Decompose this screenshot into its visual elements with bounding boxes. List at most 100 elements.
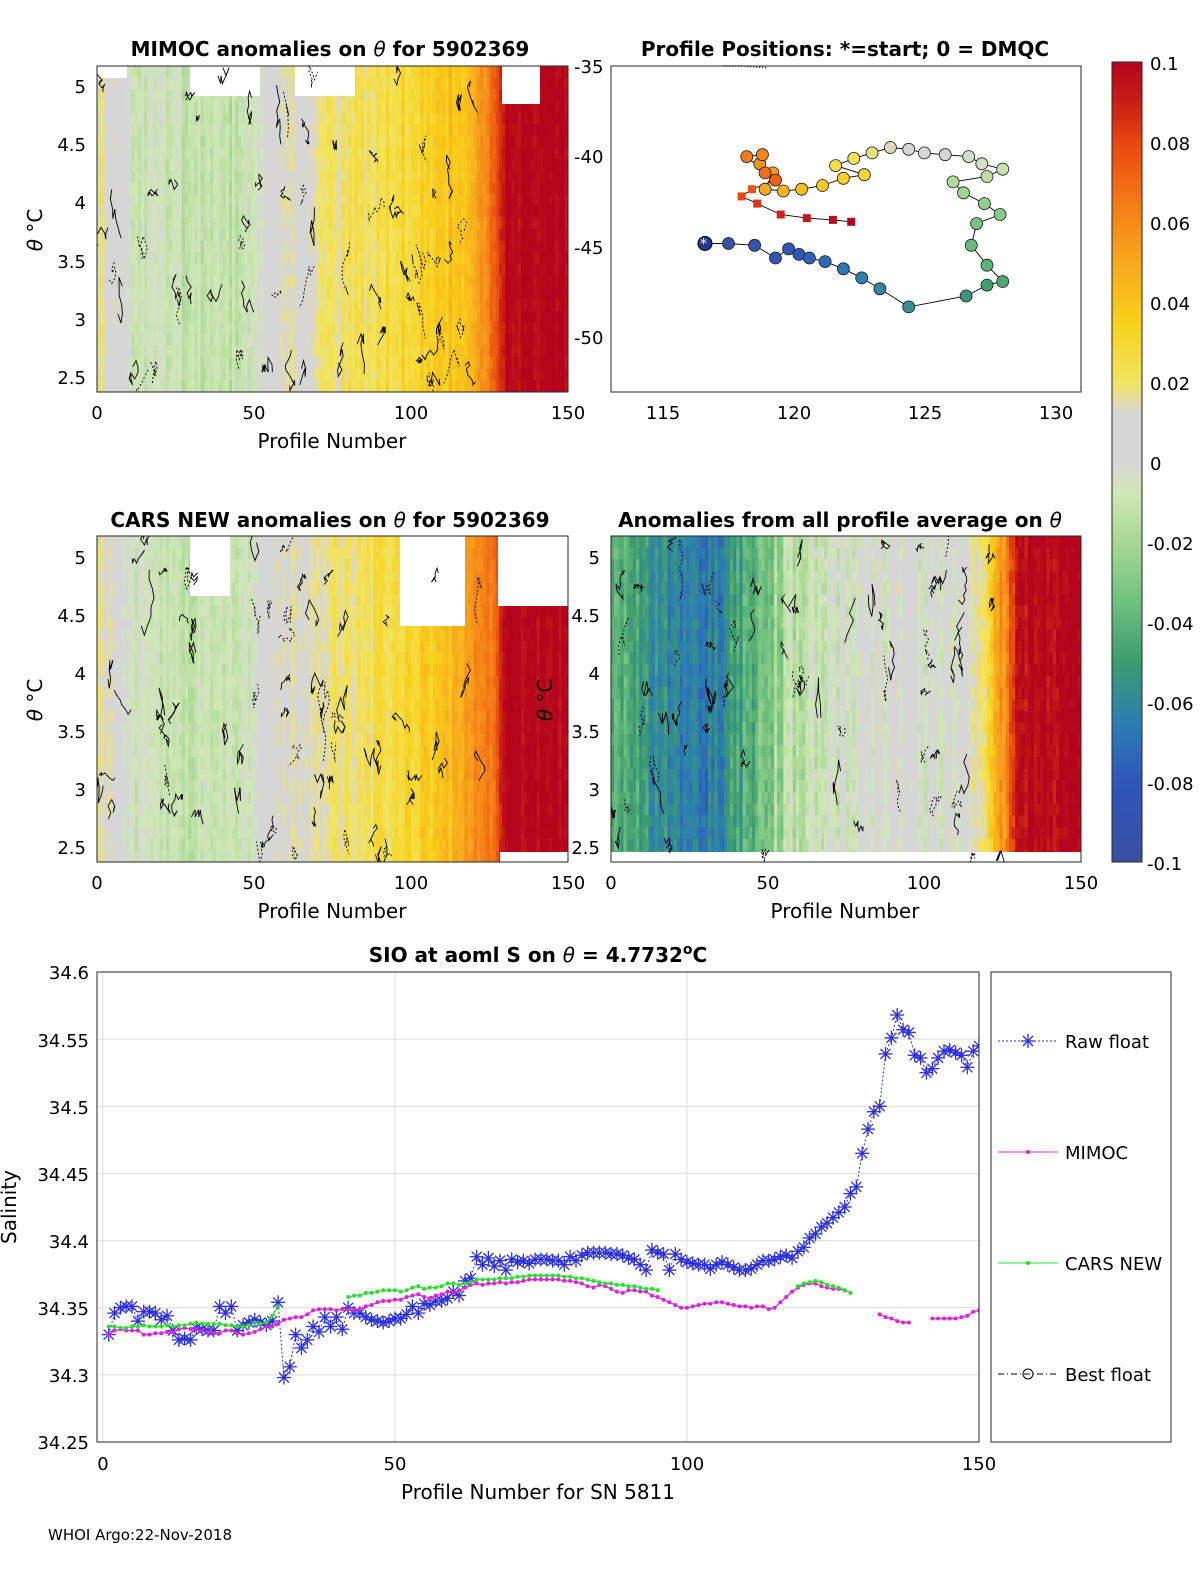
heatmap-cell — [310, 322, 315, 335]
heatmap-cell — [536, 380, 541, 392]
heatmap-cell — [533, 124, 538, 137]
heatmap-cell — [282, 217, 286, 230]
heatmap-cell — [439, 275, 443, 288]
heatmap-cell — [254, 287, 258, 300]
heatmap-cell — [304, 112, 308, 125]
heatmap-cell — [103, 205, 108, 218]
heatmap-cell — [445, 252, 450, 265]
heatmap-cell — [552, 112, 557, 125]
heatmap-cell — [498, 380, 503, 392]
heatmap-cell — [464, 252, 469, 265]
heatmap-cell — [473, 205, 478, 218]
heatmap-cell — [398, 217, 403, 230]
heatmap-cell — [464, 66, 469, 79]
heatmap-cell — [156, 182, 161, 195]
heatmap-cell — [363, 357, 368, 370]
heatmap-cell — [561, 124, 566, 137]
heatmap-cell — [483, 240, 487, 253]
heatmap-cell — [332, 112, 337, 125]
heatmap-cell — [332, 333, 337, 347]
heatmap-cell — [137, 547, 142, 560]
heatmap-cell — [445, 275, 450, 288]
heatmap-cell — [275, 345, 280, 358]
heatmap-cell — [558, 322, 563, 335]
heatmap-cell — [156, 757, 161, 770]
heatmap-cell — [395, 298, 400, 312]
heatmap-cell — [122, 182, 126, 195]
heatmap-cell — [122, 559, 126, 572]
heatmap-cell — [128, 77, 133, 90]
heatmap-cell — [250, 345, 255, 358]
heatmap-cell — [191, 333, 195, 347]
heatmap-cell — [360, 263, 365, 277]
heatmap-cell — [178, 89, 183, 102]
heatmap-cell — [115, 629, 120, 642]
heatmap-cell — [536, 310, 541, 323]
heatmap-cell — [470, 194, 475, 207]
heatmap-cell — [524, 298, 528, 312]
heatmap-cell — [150, 780, 155, 793]
heatmap-cell — [326, 252, 330, 265]
heatmap-cell — [398, 357, 403, 370]
heatmap-cell — [257, 205, 261, 218]
heatmap-cell — [219, 205, 224, 218]
heatmap-cell — [423, 124, 428, 137]
heatmap-cell — [379, 124, 384, 137]
heatmap-cell — [184, 322, 189, 335]
heatmap-cell — [301, 147, 305, 160]
heatmap-cell — [401, 240, 406, 253]
heatmap-cell — [172, 100, 177, 114]
contour-line — [309, 207, 315, 247]
heatmap-cell — [301, 322, 305, 335]
heatmap-cell — [367, 182, 371, 195]
heatmap-cell — [527, 135, 531, 149]
heatmap-cell — [370, 205, 374, 218]
heatmap-cell — [197, 194, 202, 207]
heatmap-cell — [134, 310, 139, 323]
heatmap-cell — [316, 240, 321, 253]
heatmap-cell — [398, 170, 403, 184]
heatmap-cell — [332, 147, 337, 160]
heatmap-cell — [131, 77, 136, 90]
heatmap-cell — [150, 745, 155, 758]
heatmap-cell — [467, 275, 472, 288]
heatmap-cell — [275, 357, 280, 370]
heatmap-cell — [552, 182, 557, 195]
heatmap-cell — [439, 217, 443, 230]
heatmap-cell — [213, 217, 217, 230]
heatmap-cell — [458, 170, 462, 184]
heatmap-cell — [266, 310, 271, 323]
heatmap-cell — [162, 240, 167, 253]
heatmap-cell — [517, 357, 522, 370]
heatmap-cell — [191, 380, 195, 392]
heatmap-cell — [115, 827, 120, 840]
heatmap-cell — [162, 333, 167, 347]
heatmap-cell — [502, 298, 506, 312]
heatmap-cell — [530, 217, 535, 230]
heatmap-cell — [285, 333, 290, 347]
heatmap-cell — [225, 205, 230, 218]
heatmap-cell — [118, 768, 123, 782]
heatmap-cell — [166, 205, 170, 218]
heatmap-cell — [97, 217, 101, 230]
heatmap-cell — [162, 298, 167, 312]
heatmap-cell — [184, 252, 189, 265]
heatmap-cell — [326, 263, 330, 277]
heatmap-cell — [197, 240, 202, 253]
heatmap-cell — [97, 640, 101, 654]
heatmap-cell — [184, 112, 189, 125]
heatmap-cell — [552, 135, 557, 149]
heatmap-cell — [134, 333, 139, 347]
contour-line — [149, 361, 158, 384]
heatmap-cell — [203, 159, 208, 172]
heatmap-cell — [301, 380, 305, 392]
heatmap-cell — [445, 100, 450, 114]
heatmap-cell — [549, 147, 553, 160]
heatmap-cell — [272, 112, 277, 125]
heatmap-cell — [172, 217, 177, 230]
heatmap-cell — [109, 582, 114, 595]
heatmap-cell — [404, 229, 409, 242]
heatmap-cell — [200, 287, 205, 300]
heatmap-cell — [147, 605, 151, 619]
heatmap-cell — [392, 217, 396, 230]
